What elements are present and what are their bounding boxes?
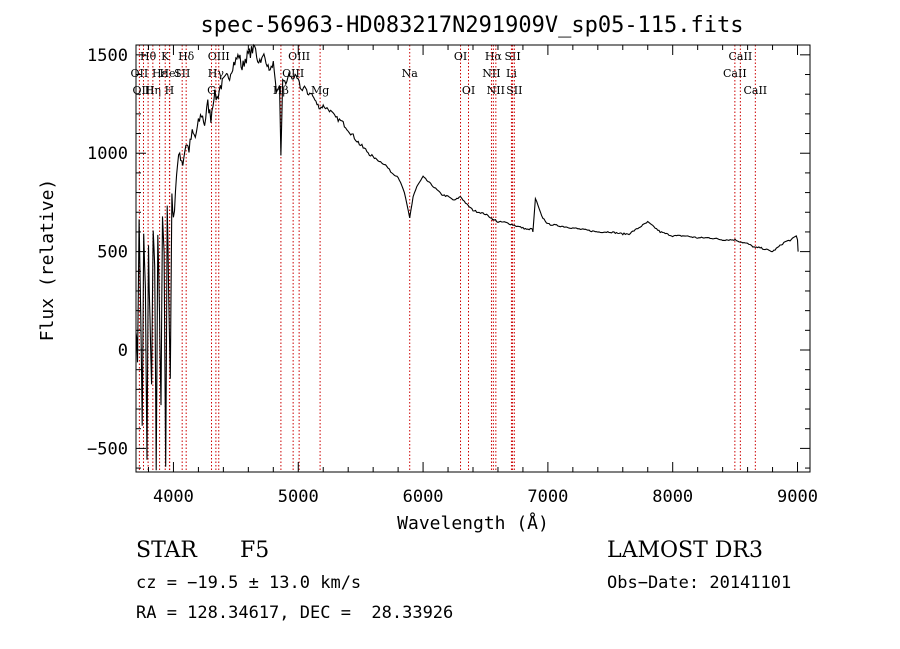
marker-label-19: OI [462,84,475,97]
y-tick-label-4: 1500 [87,46,128,66]
marker-label-13: Hβ [273,84,289,97]
y-tick-label-1: 0 [118,341,128,361]
marker-label-0: Hθ [140,50,157,63]
marker-label-17: Na [402,67,419,80]
x-tick-label-3: 7000 [527,487,568,507]
x-tick-label-4: 8000 [652,487,693,507]
marker-label-25: SII [506,84,522,97]
marker-label-11: Hγ [208,67,225,80]
marker-label-27: CaII [723,67,747,80]
marker-label-10: OIII [208,50,230,63]
spectrum-chart: spec-56963-HD083217N291909V_sp05-115.fit… [37,13,818,534]
marker-label-3: Hη [145,84,161,97]
marker-label-20: Hα [485,50,503,63]
marker-label-4: Hε [152,67,168,80]
marker-label-23: SII [504,50,520,63]
marker-label-9: Hδ [178,50,195,63]
chart-title: spec-56963-HD083217N291909V_sp05-115.fit… [200,13,743,38]
y-tick-label-2: 500 [97,243,128,263]
marker-label-1: OII [131,67,149,80]
x-tick-label-0: 4000 [153,487,194,507]
observation-date: Obs−Date: 20141101 [607,573,792,593]
y-axis-label: Flux (relative) [37,179,58,342]
marker-label-14: OIII [288,50,310,63]
x-tick-label-5: 9000 [777,487,818,507]
x-tick-label-2: 6000 [403,487,444,507]
spectrum-line [135,43,799,471]
marker-label-18: OI [454,50,467,63]
marker-label-8: SII [174,67,190,80]
marker-label-12: G [207,84,216,97]
marker-label-22: NII [487,84,505,97]
y-axis: −500 0 500 1000 1500 [87,46,810,469]
spectrum-layer [135,43,799,471]
object-class: STAR [136,538,197,563]
y-tick-label-0: −500 [87,439,128,459]
marker-label-15: OIII [282,67,304,80]
marker-label-16: Mg [311,84,329,97]
marker-label-5: K [161,50,170,63]
redshift-cz: cz = −19.5 ± 13.0 km/s [136,573,362,593]
coordinates: RA = 128.34617, DEC = 28.33926 [136,603,454,623]
survey-name: LAMOST DR3 [607,538,763,563]
object-subclass: F5 [240,538,270,563]
marker-label-28: CaII [743,84,767,97]
marker-label-24: Li [506,67,517,80]
marker-label-7: H [165,84,175,97]
plot-frame [135,44,811,473]
marker-label-21: NII [482,67,500,80]
x-axis: 4000 5000 6000 7000 8000 9000 [147,45,818,507]
y-tick-label-3: 1000 [87,144,128,164]
x-axis-label: Wavelength (Å) [397,512,549,534]
x-tick-label-1: 5000 [278,487,319,507]
marker-label-26: CaII [729,50,753,63]
